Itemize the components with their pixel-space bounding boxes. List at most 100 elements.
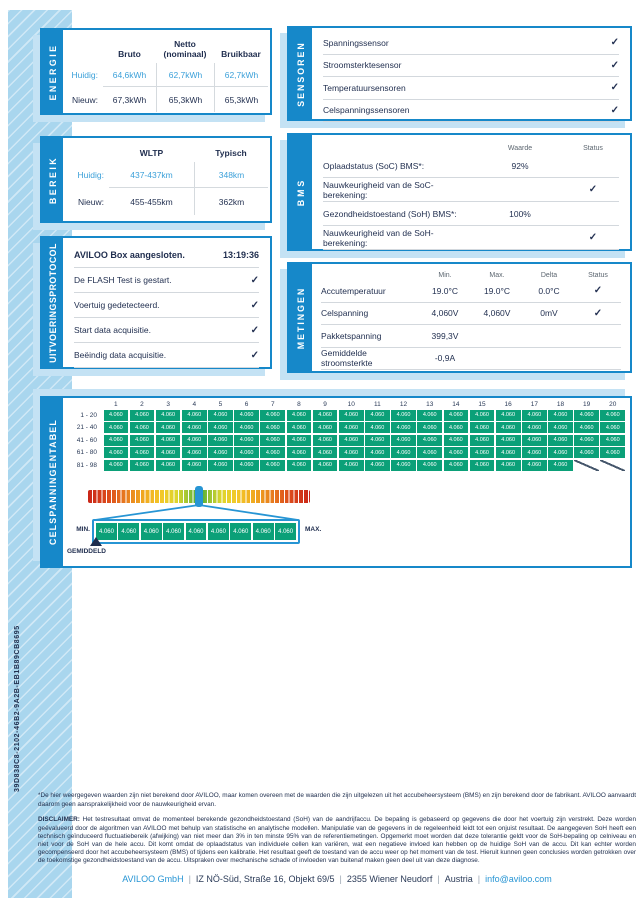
bms-label: Oplaadstatus (SoC) BMS*:	[323, 160, 425, 171]
cell-column-header: 2	[140, 401, 144, 408]
protocol-body: AVILOO Box aangesloten. 13:19:36 De FLASH …	[63, 238, 270, 368]
cell-voltage-value: 4.060	[338, 447, 364, 458]
cell-column-header: 13	[426, 401, 434, 408]
cell-row-label: 41 - 60	[76, 436, 97, 444]
cell-voltage-value: 4.060	[208, 409, 233, 421]
email-link[interactable]: info@aviloo.com	[485, 874, 552, 884]
cell-voltage-value: 4.060	[103, 434, 129, 446]
cell-voltage-value: 4.060	[365, 409, 390, 421]
company-link[interactable]: AVILOO GmbH	[122, 874, 184, 884]
cell-voltage-value: 4.060	[234, 447, 259, 458]
cell-voltage-value: 4.060	[391, 447, 416, 458]
cell-column-header: 20	[609, 401, 617, 408]
sensor-row: Stroomsterktesensor ✓	[323, 55, 619, 77]
cell-voltage-value: 4.060	[469, 447, 495, 458]
footer-city: 2355 Wiener Neudorf	[346, 874, 433, 884]
celltable-body: 1 2 3 4 5 6 7 8 9 10 11 12 13 14 15 16 17 18 19 20 1 - 20 4.0…	[63, 398, 630, 566]
metingen-max-value: 19.0°C	[483, 285, 511, 296]
disclaimer-label: DISCLAIMER:	[38, 816, 80, 824]
energie-row-label: Nieuw:	[72, 94, 98, 105]
section-energie: ENERGIE Bruto Netto (nominaal) Bruikbaar…	[40, 28, 272, 115]
protocol-step-label: De FLASH Test is gestart.	[74, 275, 172, 285]
section-tab-bms: BMS	[289, 135, 312, 249]
cell-voltage-value: 4.060	[469, 459, 495, 471]
bms-label: Gezondheidstoestand (SoH) BMS*:	[323, 208, 457, 219]
cell-column-header: 18	[556, 401, 565, 408]
cell-voltage-value: 4.060	[338, 459, 364, 471]
cell-voltage-value: 4.060	[600, 409, 626, 421]
metingen-row: Celspanning 4,060V 4,060V 0mV ✓	[321, 303, 621, 325]
cell-voltage-value: 4.060	[417, 409, 443, 421]
section-tab-celspanningentabel: CELSPANNINGENTABEL	[42, 398, 63, 566]
cell-voltage-value: 4.060	[548, 434, 573, 446]
metingen-row: Pakketspanning 399,3V	[321, 325, 621, 348]
cell-voltage-value: 4.060	[443, 434, 469, 446]
check-icon: ✓	[610, 37, 619, 49]
energie-col-bruto: Bruto	[118, 49, 141, 60]
cell-voltage-value: 4.060	[338, 422, 364, 433]
average-pointer-icon	[90, 537, 102, 546]
cell-voltage-value: 4.060	[574, 409, 599, 421]
footer-separator: |	[188, 874, 191, 884]
cell-voltage-value: 4.060	[234, 434, 259, 446]
cell-voltage-value: 4.060	[548, 447, 573, 458]
energie-col-bruikbaar: Bruikbaar	[221, 49, 261, 60]
cell-voltage-value: 4.060	[600, 434, 626, 446]
cell-table-row: 61 - 80 4.060 4.060 4.060 4.060 4.060 4.060 4.0…	[67, 447, 626, 458]
cell-voltage-value: 4.060	[129, 447, 155, 458]
cell-voltage-value: 4.060	[208, 422, 233, 433]
metingen-status-cell: ✓	[575, 308, 621, 319]
section-tab-uitvoeringsprotocol: UITVOERINGSPROTOCOL	[42, 238, 63, 367]
cell-voltage-value: 4.060	[234, 409, 259, 421]
cell-voltage-value: 4.060	[443, 422, 469, 433]
cell-voltage-value: 4.060	[181, 434, 207, 446]
cell-voltage-value: 4.060	[574, 447, 599, 458]
cell-voltage-value: 4.060	[600, 447, 626, 458]
bereik-value: 348km	[194, 162, 268, 188]
metingen-label: Accutemperatuur	[321, 285, 386, 296]
energie-row-label: Huidig:	[71, 70, 98, 80]
bms-row: Nauwkeurigheid van de SoC-berekening: ✓	[323, 178, 619, 202]
check-icon: ✓	[610, 82, 619, 94]
check-icon: ✓	[610, 59, 619, 71]
section-title-sensoren: SENSOREN	[295, 40, 306, 107]
cell-voltage-value: 4.060	[365, 447, 390, 458]
cell-row-label: 81 - 98	[76, 461, 97, 469]
cell-voltage-value: 4.060	[522, 459, 547, 471]
bereik-header-spacer	[63, 144, 109, 162]
cell-voltage-value: 4.060	[129, 409, 155, 421]
cell-voltage-value: 4.060	[417, 434, 443, 446]
cell-voltage-value: 4.060	[495, 409, 521, 421]
bms-waarde-value: 100%	[509, 208, 531, 219]
check-icon: ✓	[593, 285, 603, 297]
energie-header-spacer	[63, 35, 103, 63]
cell-voltage-value: 4.060	[103, 422, 129, 433]
protocol-row: Beëindig data acquisitie. ✓	[74, 343, 259, 368]
footer-separator: |	[477, 874, 481, 884]
metingen-min-value: -0,9A	[434, 353, 456, 364]
cell-voltage-value: 4.060	[155, 459, 181, 471]
cell-table-row: 1 - 20 4.060 4.060 4.060 4.060 4.060 4.060 4.06…	[67, 409, 626, 421]
cell-voltage-value: 4.060	[155, 422, 181, 433]
cell-voltage-value: 4.060	[338, 434, 364, 446]
cell-voltage-value: 4.060	[391, 459, 416, 471]
metingen-row: Accutemperatuur 19.0°C 19.0°C 0.0°C ✓	[321, 280, 621, 303]
scale-cell-value: 4.060	[96, 523, 117, 540]
cell-voltage-value: 4.060	[522, 447, 547, 458]
footer-country: Austria	[444, 874, 473, 884]
cell-voltage-value: 4.060	[443, 447, 469, 458]
cell-table-row: 81 - 98 4.060 4.060 4.060 4.060 4.060 4.060 4.0…	[67, 459, 626, 471]
footer-separator: |	[437, 874, 440, 884]
max-label: MAX.	[305, 526, 322, 533]
bms-status-cell: ✓	[567, 232, 619, 243]
cell-voltage-value: 4.060	[600, 422, 626, 433]
cell-table-header-row: 1 2 3 4 5 6 7 8 9 10 11 12 13 14 15 16 17 18 19 20	[67, 401, 625, 408]
cell-voltage-value: 4.060	[129, 422, 155, 433]
cell-voltage-value: 4.060	[391, 409, 416, 421]
cell-voltage-value: 4.060	[286, 447, 312, 458]
metingen-delta-value: 0.0°C	[538, 285, 560, 296]
cell-voltage-value: 4.060	[469, 434, 495, 446]
cell-voltage-value: 4.060	[234, 422, 259, 433]
cell-voltage-value: 4.060	[495, 422, 521, 433]
